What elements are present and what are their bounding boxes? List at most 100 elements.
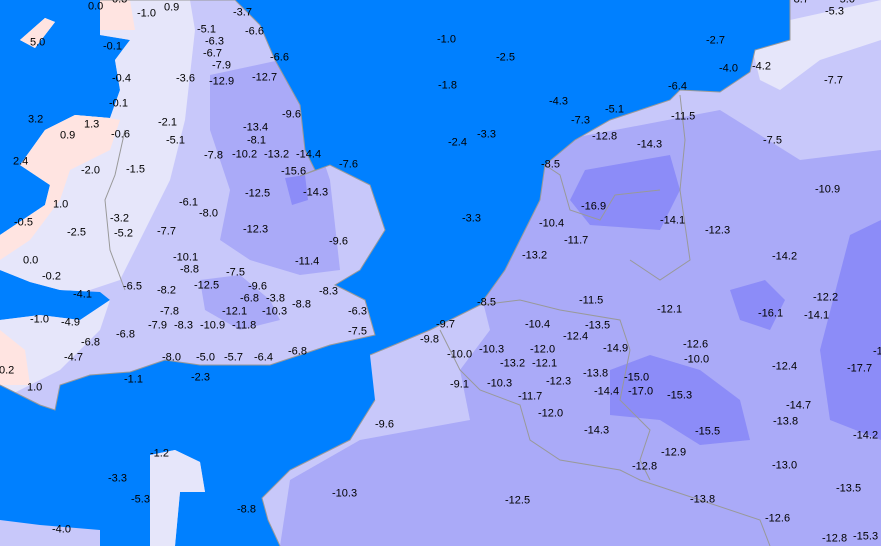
temperature-label: -15.6 — [281, 165, 307, 178]
temperature-label: -2.1 — [158, 116, 177, 129]
temperature-label: -6.8 — [81, 336, 100, 349]
temperature-label: -11.4 — [295, 255, 320, 268]
temperature-label: -0.6 — [111, 128, 130, 141]
temperature-label: -9.6 — [282, 108, 301, 121]
temperature-label: -7.9 — [212, 59, 231, 72]
temperature-label: -7.5 — [763, 134, 782, 147]
temperature-label: -12.8 — [822, 532, 848, 545]
temperature-label: -8.2 — [157, 284, 176, 297]
temperature-label: -15.5 — [695, 425, 721, 438]
temperature-label: -1.0 — [30, 313, 49, 326]
temperature-label: -2.5 — [67, 226, 86, 239]
temperature-label: -11.8 — [232, 319, 257, 332]
temperature-label: -13.8 — [690, 493, 716, 506]
temperature-label: -1.1 — [124, 373, 143, 386]
temperature-label: -2.0 — [81, 164, 100, 177]
temperature-label: -5.0 — [196, 351, 215, 364]
temperature-label: -13.0 — [772, 459, 798, 472]
temperature-label: 5.0 — [30, 36, 46, 49]
temperature-label: -1.0 — [437, 33, 456, 46]
temperature-label: -7.7 — [157, 225, 176, 238]
temperature-label: 2.4 — [13, 155, 29, 168]
temperature-label: -4.1 — [73, 288, 92, 301]
temperature-label: 0.9 — [164, 1, 180, 14]
temperature-label: -4.0 — [52, 523, 71, 536]
temperature-label: -8.8 — [237, 503, 256, 516]
temperature-label: -12.8 — [592, 130, 618, 143]
temperature-label: -12.1 — [222, 305, 248, 318]
temperature-label: -10.4 — [539, 217, 565, 230]
temperature-label: -6.6 — [270, 51, 289, 64]
temperature-label: -12.4 — [772, 360, 798, 373]
temperature-label: -10.1 — [173, 251, 199, 264]
temperature-label: -10.3 — [262, 305, 288, 318]
temperature-label: -5.1 — [605, 103, 624, 116]
temperature-label: -11.7 — [564, 234, 589, 247]
temperature-label: -17.7 — [847, 362, 873, 375]
temperature-label: -16.1 — [758, 307, 784, 320]
temperature-label: -5.1 — [166, 134, 185, 147]
temperature-label: -8.3 — [174, 319, 193, 332]
temperature-label: -17.0 — [628, 385, 654, 398]
temperature-label: -14.9 — [603, 342, 629, 355]
temperature-label: -5.0 — [836, 0, 855, 6]
temperature-label: -12.0 — [538, 407, 564, 420]
temperature-label: -14.4 — [594, 385, 620, 398]
temperature-label: -12.9 — [661, 446, 687, 459]
temperature-label: -7.8 — [160, 305, 179, 318]
temperature-label: 1.0 — [27, 381, 43, 394]
temperature-label: -7.6 — [339, 158, 358, 171]
temperature-label: -7.8 — [204, 149, 223, 162]
temperature-label: -15.3 — [667, 389, 693, 402]
temperature-label: 1.0 — [53, 198, 69, 211]
temperature-label: -14.2 — [772, 250, 798, 263]
temperature-label: -11.5 — [579, 294, 604, 307]
temperature-label: -12.3 — [243, 223, 269, 236]
temperature-label: -11.7 — [518, 390, 543, 403]
temperature-label: -3.3 — [108, 472, 127, 485]
temperature-label: -12.3 — [705, 224, 731, 237]
temperature-label: -13.5 — [585, 319, 611, 332]
temperature-label: -4.3 — [549, 95, 568, 108]
temperature-label: -12.4 — [563, 330, 589, 343]
temperature-label: -10.2 — [232, 148, 258, 161]
temperature-label: -4.0 — [719, 62, 738, 75]
temperature-label: -8.3 — [319, 285, 338, 298]
temperature-label: -14.2 — [853, 429, 879, 442]
temperature-label: -9.6 — [329, 235, 348, 248]
temperature-label: -2.5 — [496, 51, 515, 64]
zone-very-cold — [285, 155, 881, 445]
temperature-label: -5.2 — [114, 227, 133, 240]
temperature-label: -8.7 — [790, 0, 809, 6]
temperature-label: -16.9 — [581, 200, 607, 213]
temperature-label: -8.1 — [247, 134, 266, 147]
temperature-label: -12.5 — [505, 494, 531, 507]
temperature-label: 0.2 — [0, 364, 15, 377]
temperature-label: -6.8 — [240, 292, 259, 305]
temperature-label: -6.4 — [668, 80, 687, 93]
temperature-label: -12.3 — [546, 375, 572, 388]
temperature-label: -12.0 — [530, 343, 556, 356]
temperature-label: -13.5 — [836, 482, 862, 495]
temperature-label: -7.9 — [148, 319, 167, 332]
temperature-label: -6.3 — [205, 35, 224, 48]
temperature-label: -5.1 — [197, 23, 216, 36]
temperature-label: -9.8 — [420, 333, 439, 346]
temperature-label: -15.3 — [853, 530, 879, 543]
temperature-label: -10.0 — [684, 353, 710, 366]
temperature-label: -0.1 — [103, 40, 122, 53]
temperature-label: -3.3 — [477, 128, 496, 141]
temperature-label: -6.8 — [288, 345, 307, 358]
temperature-label: -6.8 — [116, 328, 135, 341]
temperature-label: -10.3 — [332, 487, 358, 500]
temperature-label: -5.7 — [224, 351, 243, 364]
temperature-label: 3.2 — [28, 113, 44, 126]
temperature-label: 0.3 — [112, 0, 127, 6]
temperature-label: -7.5 — [348, 325, 367, 338]
temperature-label: -13.2 — [522, 249, 548, 262]
temperature-label: -9.6 — [248, 280, 267, 293]
temperature-label: -0.4 — [112, 72, 131, 85]
temperature-label: -8.5 — [477, 296, 496, 309]
